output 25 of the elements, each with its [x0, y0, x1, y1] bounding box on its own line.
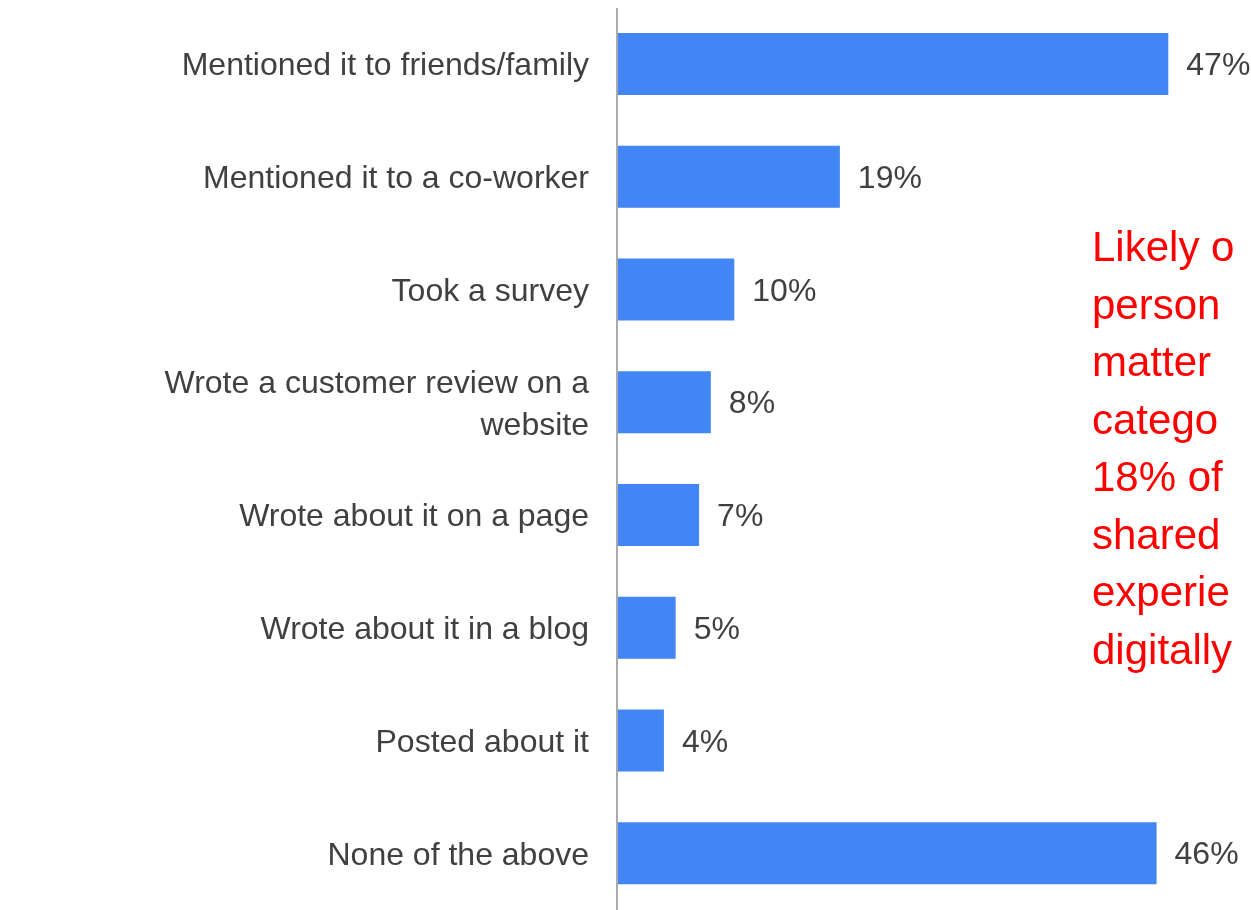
bar [617, 371, 711, 434]
data-label: 47% [1186, 46, 1251, 82]
annotation: Likely o person matter catego 18% of shared experie digitally [1092, 222, 1235, 675]
y-tick-label: Wrote about it in a blog [260, 610, 589, 647]
bar [617, 145, 840, 208]
data-label: 10% [752, 271, 817, 308]
data-label: 19% [857, 158, 922, 195]
bar [617, 258, 735, 321]
bar [617, 822, 1157, 885]
y-tick-label: Mentioned it to friends/family [181, 46, 589, 83]
data-label: 7% [717, 497, 764, 533]
bar [617, 484, 700, 546]
y-tick-label: Took a survey [391, 271, 589, 308]
y-tick-label: Mentioned it to a co-worker [203, 159, 590, 196]
data-label: 5% [693, 609, 740, 646]
bar [617, 709, 664, 772]
bar [617, 33, 1169, 95]
data-label: 46% [1174, 835, 1239, 872]
y-tick-label: Wrote a customer review on a website [164, 363, 590, 442]
y-tick-label: Wrote about it on a page [239, 497, 589, 534]
data-label: 4% [681, 722, 729, 759]
bar [617, 596, 676, 659]
data-label: 8% [728, 384, 776, 421]
y-tick-label: None of the above [327, 835, 589, 872]
y-tick-label: Posted about it [375, 722, 590, 759]
